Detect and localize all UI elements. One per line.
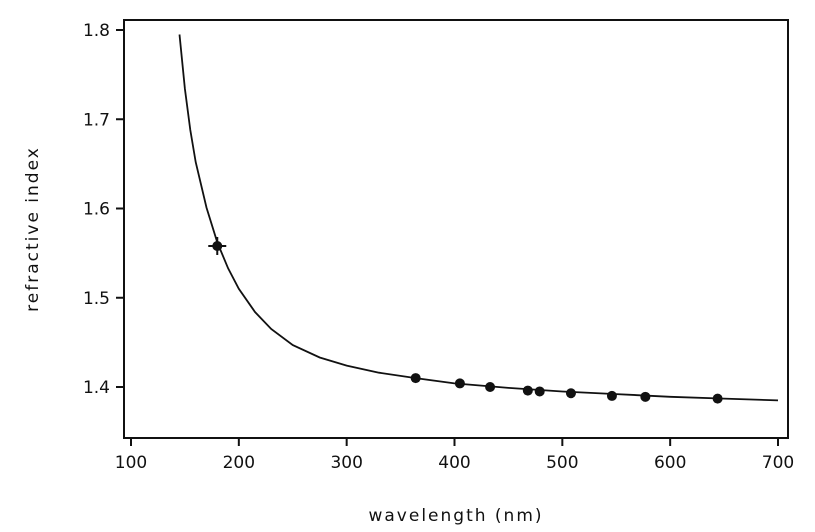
data-point	[454, 378, 465, 389]
x-tick-label: 300	[330, 453, 362, 473]
data-point	[712, 393, 723, 404]
data-point	[410, 373, 421, 384]
x-tick-label: 500	[546, 453, 578, 473]
x-axis-title: wavelength (nm)	[368, 506, 543, 526]
x-tick-label: 100	[115, 453, 147, 473]
data-point	[522, 385, 533, 396]
y-tick-label: 1.5	[83, 289, 110, 309]
y-axis-ticks: 1.4 1.5 1.6 1.7 1.8	[83, 21, 124, 398]
data-point	[565, 388, 576, 399]
data-points	[208, 236, 723, 404]
x-tick-label: 200	[223, 453, 255, 473]
data-point	[534, 386, 545, 397]
y-tick-label: 1.6	[83, 200, 110, 220]
data-point	[485, 382, 496, 392]
x-tick-label: 700	[762, 453, 794, 473]
x-axis-ticks: 100 200 300 400 500 600 700	[115, 438, 794, 473]
data-point	[606, 390, 617, 401]
y-tick-label: 1.7	[83, 110, 110, 130]
y-tick-label: 1.4	[83, 378, 110, 398]
data-point	[208, 236, 227, 255]
y-tick-label: 1.8	[83, 21, 110, 41]
x-tick-label: 600	[654, 453, 686, 473]
fit-curve	[178, 34, 779, 402]
x-tick-label: 400	[438, 453, 470, 473]
y-axis-title: refractive index	[23, 146, 43, 312]
data-point	[640, 391, 651, 402]
plot-frame	[123, 19, 789, 439]
